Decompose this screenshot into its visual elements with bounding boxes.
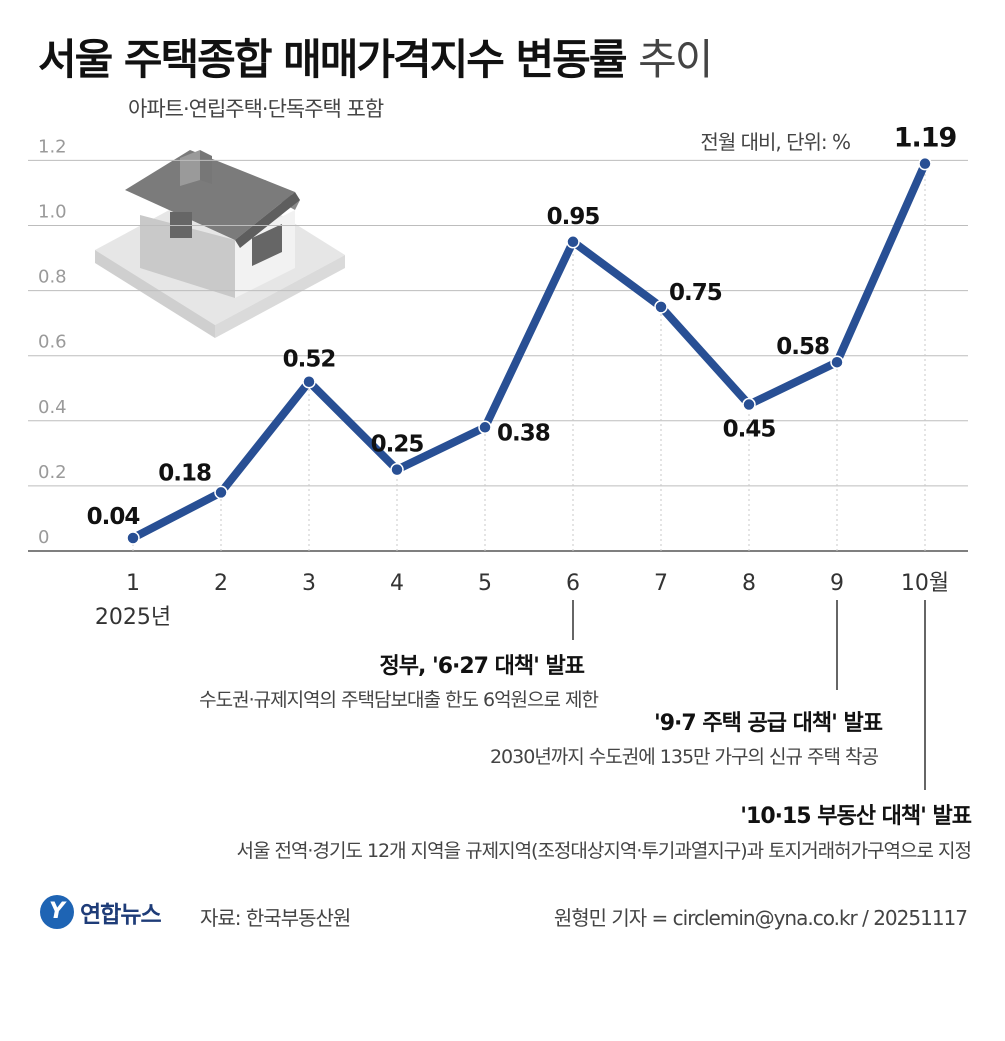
- value-label: 1.19: [894, 123, 957, 154]
- data-point: [830, 355, 844, 369]
- chart-subtitle: 아파트·연립주택·단독주택 포함: [128, 97, 384, 121]
- y-tick-label: 1.0: [38, 202, 67, 223]
- annotation-desc: 서울 전역·경기도 12개 지역을 규제지역(조정대상지역·투기과열지구)과 토…: [236, 840, 972, 862]
- x-tick-label: 3: [302, 571, 316, 596]
- x-tick-label: 4: [390, 571, 404, 596]
- x-tick-label: 6: [566, 571, 580, 596]
- credit-note: 원형민 기자 = circlemin@yna.co.kr / 20251117: [553, 906, 968, 930]
- house-icon: [95, 150, 345, 338]
- title-main: 서울 주택종합 매매가격지수 변동률: [38, 35, 627, 84]
- annotation-desc: 수도권·규제지역의 주택담보대출 한도 6억원으로 제한: [199, 689, 599, 711]
- annotation-title: 정부, '6·27 대책' 발표: [379, 654, 585, 679]
- data-point: [302, 374, 316, 389]
- value-label: 0.04: [87, 504, 140, 530]
- x-tick-label: 5: [478, 571, 492, 596]
- series-line: [129, 159, 929, 542]
- y-tick-label: 1.2: [38, 136, 67, 157]
- data-point: [390, 462, 404, 477]
- value-label: 0.75: [669, 280, 722, 306]
- logo: Y 연합뉴스: [40, 895, 162, 929]
- data-point: [478, 420, 492, 435]
- title-light: 추이: [638, 35, 713, 84]
- data-point: [654, 300, 668, 314]
- y-tick-label: 0: [38, 527, 49, 548]
- x-tick-label: 7: [654, 571, 668, 596]
- value-label: 0.38: [497, 420, 550, 446]
- value-label: 0.45: [723, 417, 776, 443]
- source-note: 자료: 한국부동산원: [200, 906, 351, 930]
- x-tick-label: 9: [830, 571, 844, 596]
- value-label: 0.58: [776, 334, 829, 360]
- data-point: [742, 397, 756, 412]
- data-point: [918, 156, 932, 171]
- data-point: [566, 235, 580, 249]
- annotation-97: '9·7 주택 공급 대책' 발표: [653, 711, 883, 736]
- annotation-627: 정부, '6·27 대책' 발표: [379, 648, 585, 680]
- annotation-1015: '10·15 부동산 대책' 발표: [740, 804, 972, 829]
- value-label: 0.52: [283, 347, 336, 373]
- data-point: [126, 531, 140, 545]
- chart-title: 서울 주택종합 매매가격지수 변동률 추이: [38, 26, 713, 87]
- value-label: 0.25: [371, 432, 424, 458]
- value-label: 0.18: [158, 460, 211, 486]
- x-tick-label: 2: [214, 571, 228, 596]
- y-tick-label: 0.2: [38, 462, 67, 483]
- x-tick-label: 1: [126, 571, 140, 596]
- x-tick-label: 10월: [901, 571, 949, 596]
- y-tick-label: 0.4: [38, 397, 67, 418]
- annotation-desc: 2030년까지 수도권에 135만 가구의 신규 주택 착공: [489, 746, 879, 768]
- data-point: [214, 485, 228, 500]
- y-tick-label: 0.8: [38, 267, 67, 288]
- value-label: 0.95: [547, 204, 600, 230]
- y-tick-label: 0.6: [38, 332, 67, 353]
- x-sub-label: 2025년: [95, 605, 171, 630]
- logo-text: 연합뉴스: [80, 902, 162, 928]
- x-tick-label: 8: [742, 571, 756, 596]
- logo-mark: Y: [40, 895, 74, 929]
- unit-label: 전월 대비, 단위: %: [700, 130, 851, 154]
